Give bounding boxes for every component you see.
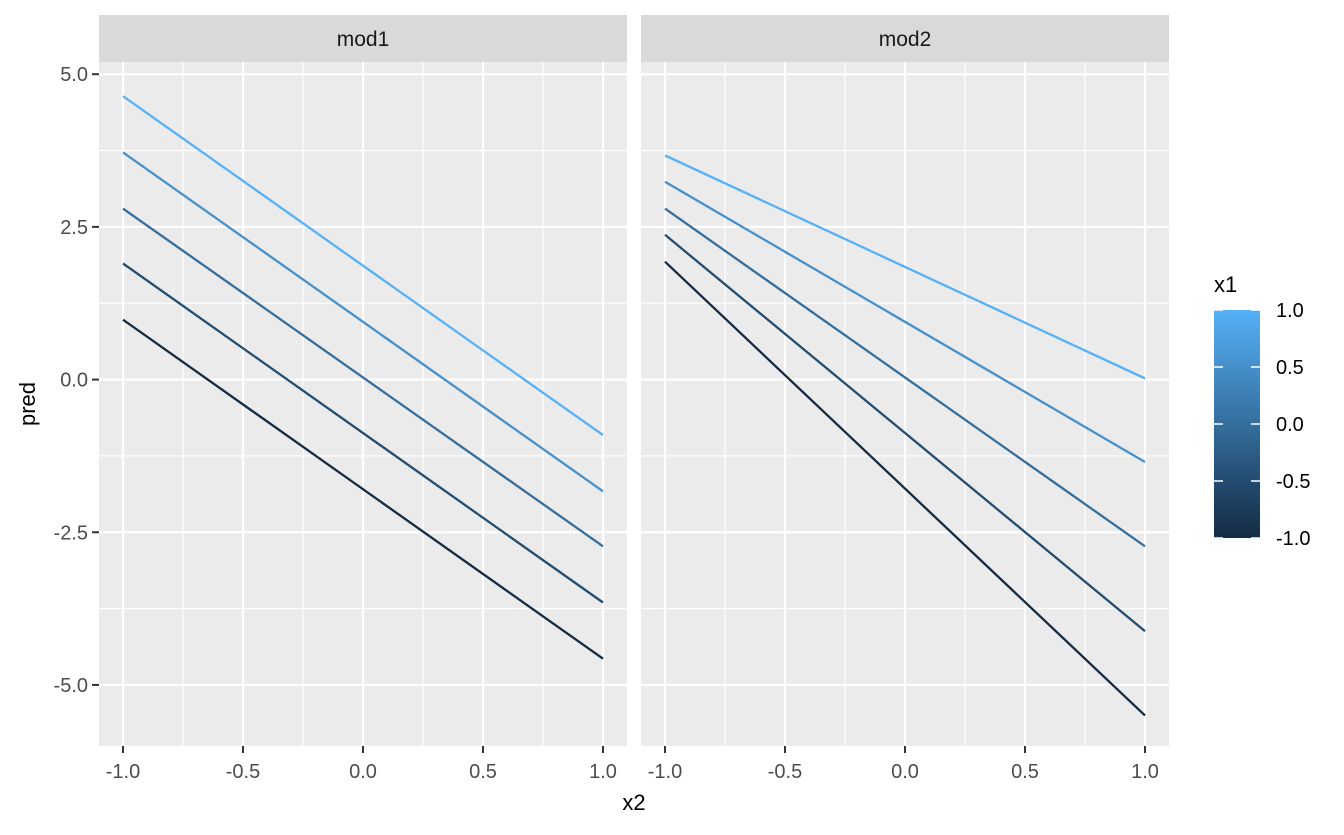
panel-mod1: mod1 — [99, 15, 627, 746]
strip-label: mod1 — [337, 28, 390, 51]
series-line — [122, 207, 604, 548]
strip-label: mod2 — [879, 28, 932, 51]
x-tick-label: -0.5 — [226, 761, 260, 783]
legend-label: -1.0 — [1276, 528, 1310, 550]
x-tick-label: -1.0 — [106, 761, 140, 783]
legend-title: x1 — [1214, 272, 1237, 297]
y-tick-label: 2.5 — [60, 217, 88, 239]
panel-mod2: mod2 — [641, 15, 1169, 746]
legend-label: 1.0 — [1276, 300, 1304, 322]
series-line — [664, 260, 1146, 717]
y-tick-label: 5.0 — [60, 64, 88, 86]
x-tick-label: 1.0 — [589, 761, 617, 783]
grid-lines — [99, 62, 627, 746]
series-line — [122, 262, 604, 604]
x-tick-label: 0.5 — [469, 761, 497, 783]
series-line — [122, 95, 604, 437]
series-line — [664, 180, 1146, 463]
y-tick-label: -5.0 — [54, 675, 88, 697]
legend: x1 1.0 0.5 0.0 -0.5 -1.0 — [1214, 272, 1310, 550]
x-tick-label: 0.5 — [1011, 761, 1039, 783]
y-axis: 5.0 2.5 0.0 -2.5 -5.0 — [54, 64, 99, 697]
strip-background — [99, 15, 627, 62]
series-lines — [122, 95, 604, 660]
y-axis-title: pred — [15, 382, 40, 426]
series-lines — [664, 154, 1146, 717]
strip-background — [641, 15, 1169, 62]
x-tick-label: 0.0 — [349, 761, 377, 783]
legend-label: 0.0 — [1276, 414, 1304, 436]
x-tick-label: -1.0 — [648, 761, 682, 783]
series-line — [122, 318, 604, 660]
x-tick-label: -0.5 — [768, 761, 802, 783]
series-line — [664, 233, 1146, 633]
series-line — [664, 154, 1146, 380]
series-line — [122, 151, 604, 493]
series-line — [664, 207, 1146, 548]
x-axis-mod1: -1.0 -0.5 0.0 0.5 1.0 — [106, 746, 617, 783]
x-axis-mod2: -1.0 -0.5 0.0 0.5 1.0 — [648, 746, 1159, 783]
legend-label: -0.5 — [1276, 471, 1310, 493]
x-axis-title: x2 — [622, 790, 645, 815]
y-tick-label: 0.0 — [60, 370, 88, 392]
x-tick-label: 0.0 — [891, 761, 919, 783]
y-tick-label: -2.5 — [54, 522, 88, 544]
legend-label: 0.5 — [1276, 357, 1304, 379]
colorbar-ticks: 1.0 0.5 0.0 -0.5 -1.0 — [1214, 300, 1310, 550]
grid-lines — [641, 62, 1169, 746]
x-tick-label: 1.0 — [1131, 761, 1159, 783]
